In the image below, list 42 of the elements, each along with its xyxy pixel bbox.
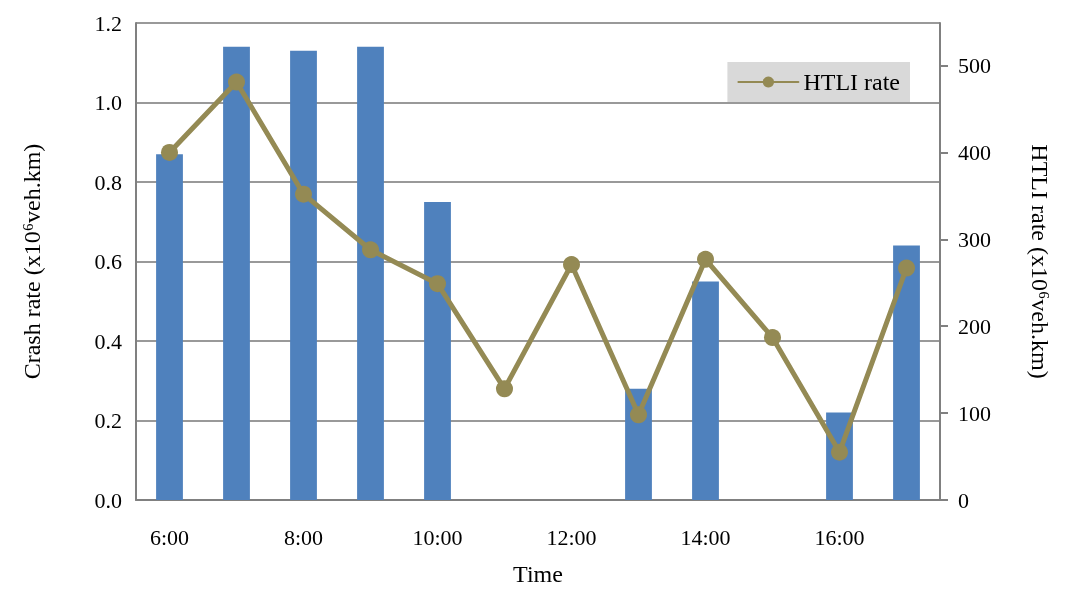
bar [692,281,719,500]
x-tick-label: 16:00 [814,524,865,550]
y2-tick-label: 200 [958,313,991,339]
x-tick-label: 12:00 [546,524,597,550]
bar [156,154,183,500]
point [429,275,446,293]
y-tick-label: 0.6 [94,249,122,274]
point [496,380,513,398]
x-tick-label: 6:00 [149,524,190,550]
bar [223,46,250,500]
y2-tick-label: 300 [958,226,991,252]
x-tick-label: 10:00 [412,524,463,550]
y2-tick-label: 0 [958,487,969,513]
point [362,241,379,259]
x-tick-label: 14:00 [680,524,731,550]
y2-axis-title: HTLI rate (x10⁶veh.km) [1027,144,1053,379]
y2-tick-label: 400 [958,139,991,165]
y-tick-label: 1.2 [94,10,122,36]
point [295,185,312,203]
bar [290,50,317,500]
point [228,73,245,91]
y2-tick-label: 500 [958,53,991,79]
y2-tick-label: 100 [958,400,991,426]
y-tick-label: 0.2 [94,408,122,433]
point [764,329,781,347]
legend-label: HTLI rate [803,69,900,95]
y-tick-label: 0.4 [94,328,122,354]
point [898,259,915,277]
x-tick-label: 8:00 [283,524,324,550]
bar [357,46,384,500]
y-axis-title: Crash rate (x10⁶veh.km) [19,143,45,380]
point [161,143,178,161]
bar [893,245,920,500]
x-axis-title: Time [513,561,563,587]
point [563,256,580,274]
y-tick-label: 0.8 [94,169,122,195]
point [831,443,848,461]
point [630,406,647,424]
y-tick-label: 1.0 [94,90,122,115]
y-tick-label: 0.0 [94,487,122,513]
point [697,250,714,268]
bar [424,201,451,500]
